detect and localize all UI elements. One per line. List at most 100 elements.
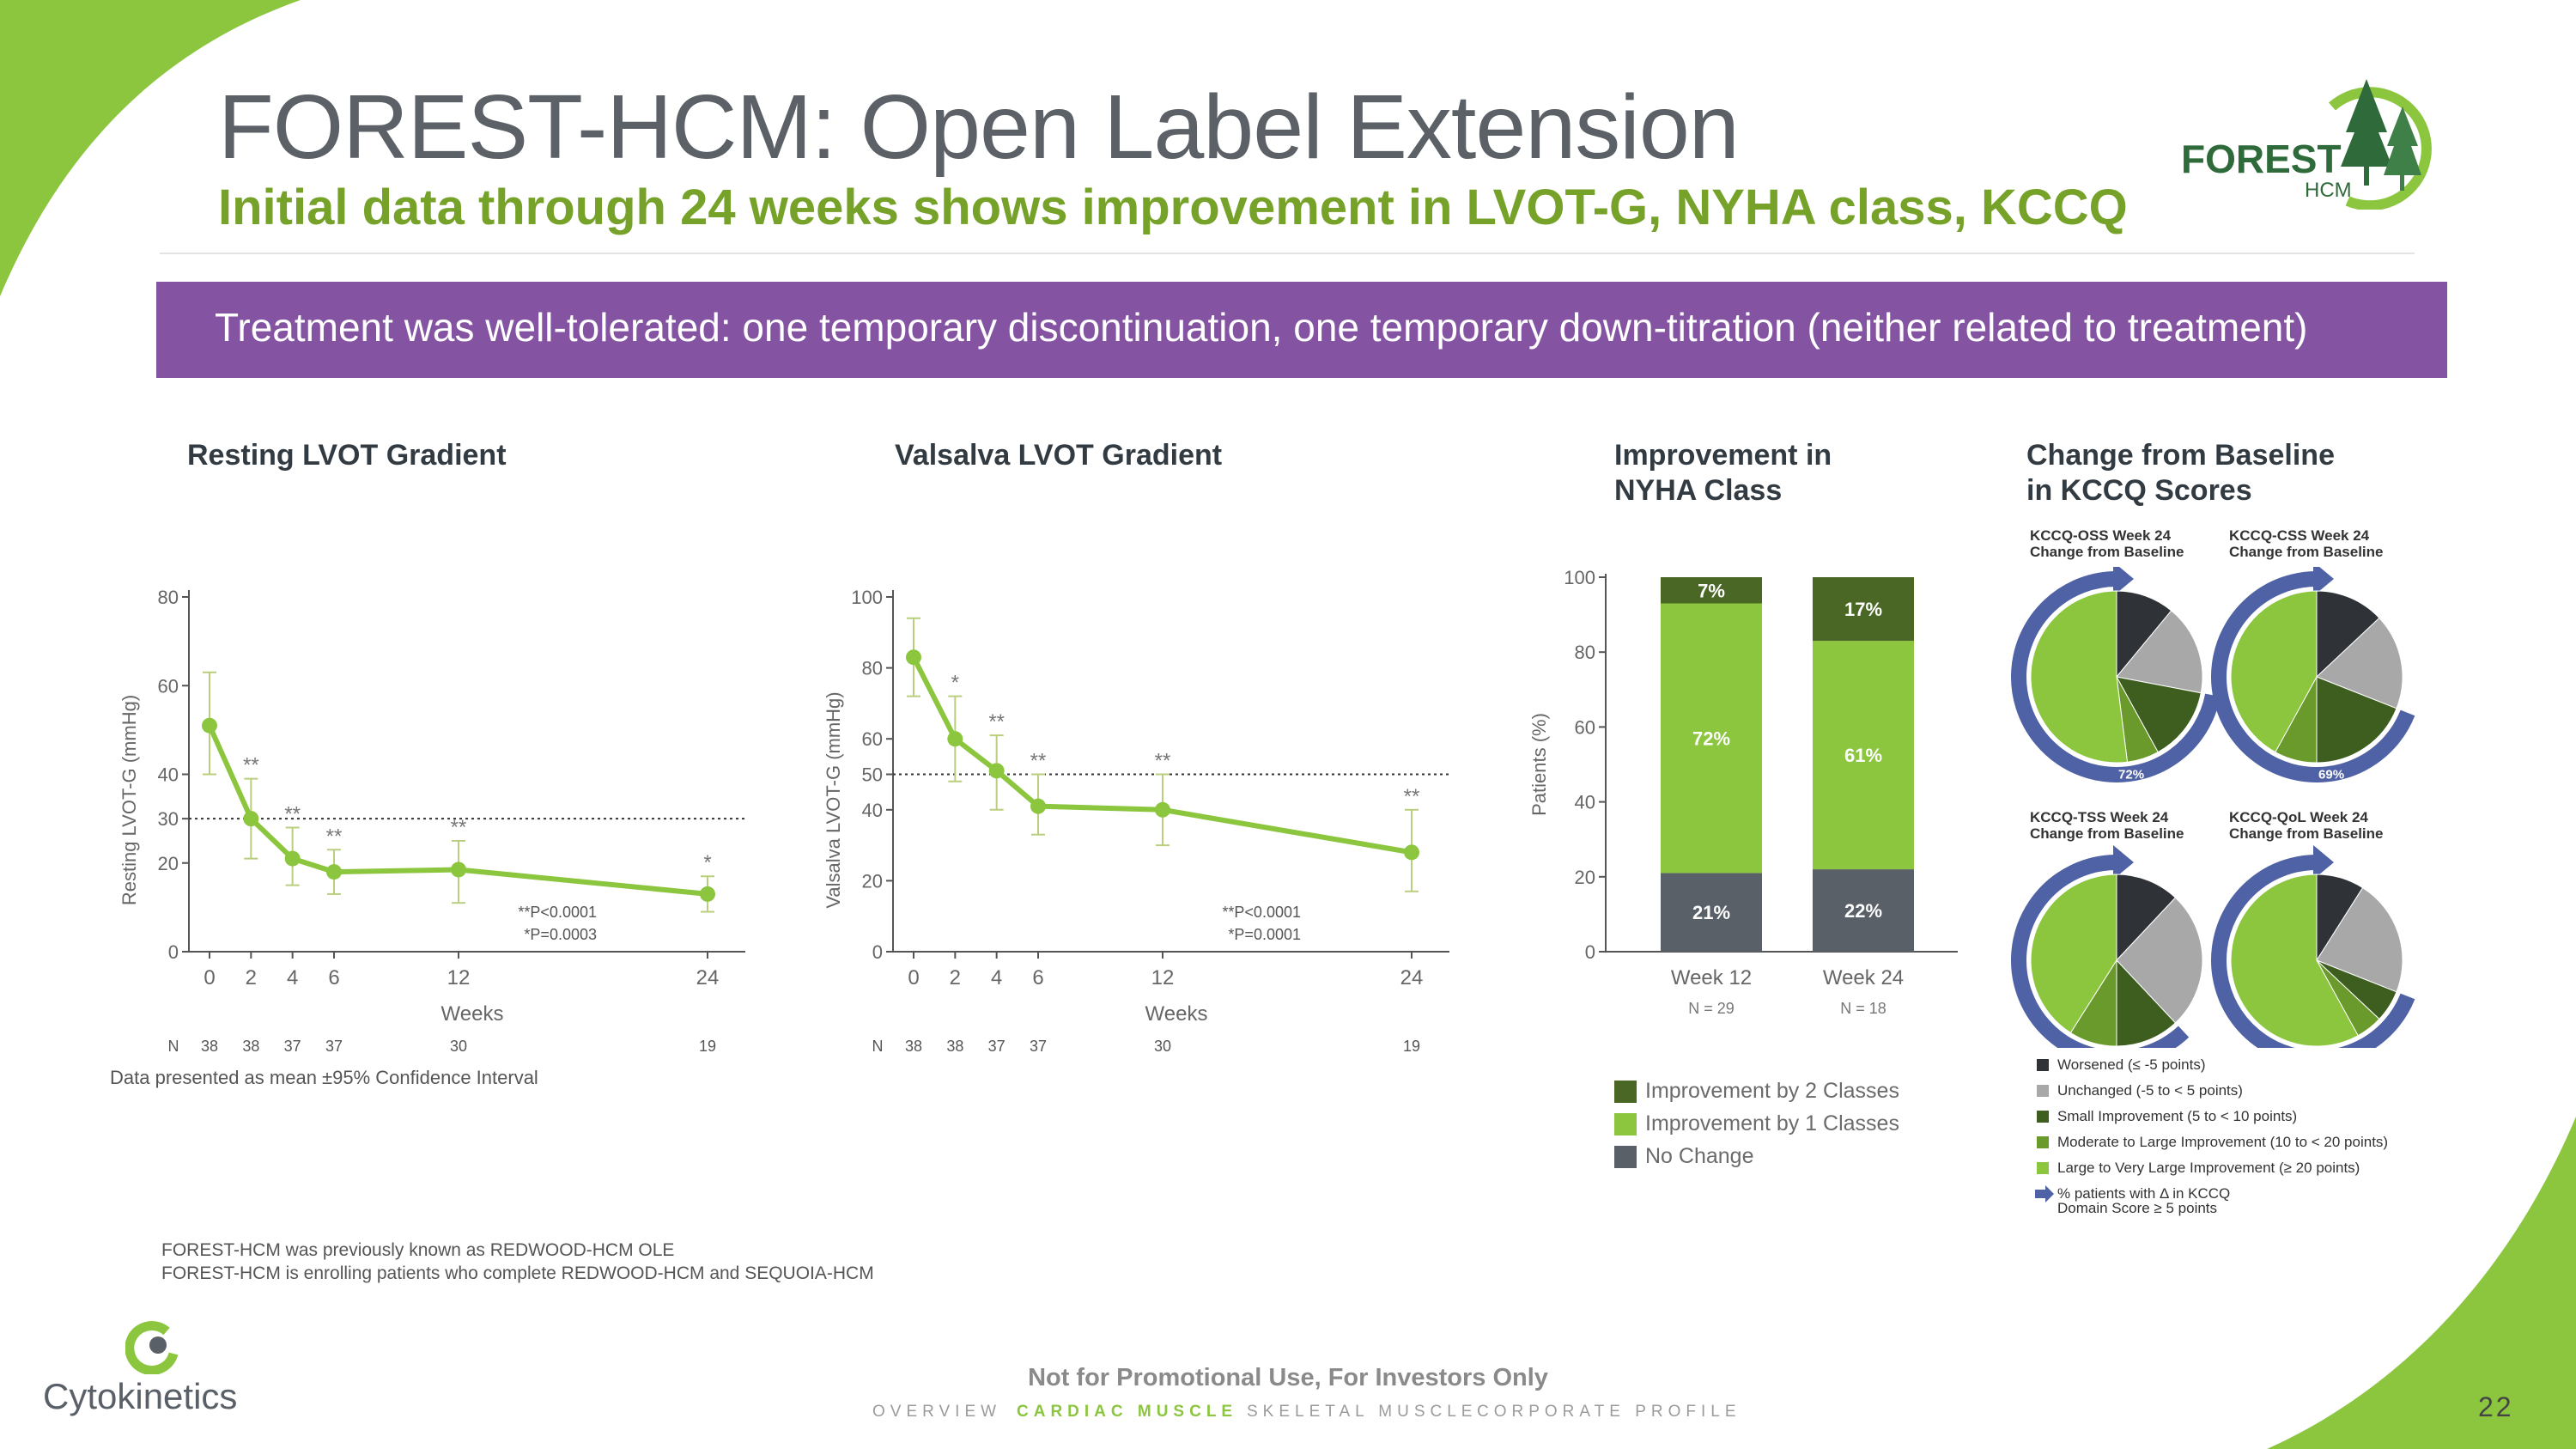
banner-text: Treatment was well-tolerated: one tempor… — [215, 305, 2308, 350]
kccq-pct-label: 72% — [2118, 768, 2144, 782]
n-value: 38 — [905, 1038, 922, 1055]
y-tick-label: 20 — [1575, 867, 1595, 888]
p-note-2: *P=0.0003 — [524, 926, 597, 943]
pie-label-line1: KCCQ-OSS Week 24 — [2030, 527, 2172, 544]
x-tick-label: 0 — [908, 966, 919, 989]
y-tick-label: 80 — [862, 658, 883, 679]
category-label: Week 12 — [1671, 966, 1752, 989]
y-axis-label: Patients (%) — [1528, 713, 1550, 816]
x-axis-label: Weeks — [1145, 1002, 1208, 1026]
footnote-1: FOREST-HCM was previously known as REDWO… — [161, 1240, 675, 1260]
data-point — [906, 649, 921, 666]
significance-label: ** — [1155, 750, 1171, 773]
nyha-title-line1: Improvement in — [1614, 439, 1832, 472]
pie-slice — [2316, 676, 2397, 764]
legend-label: Improvement by 1 Classes — [1645, 1111, 1899, 1135]
bar-value-label: 72% — [1692, 728, 1730, 749]
pie-label-line2: Change from Baseline — [2229, 825, 2384, 842]
significance-label: ** — [1404, 785, 1420, 808]
data-point — [947, 731, 963, 747]
logo-mark-icon — [125, 1321, 179, 1374]
y-tick-label: 0 — [1585, 941, 1595, 963]
nyha-title: Improvement in NYHA Class — [1614, 438, 1832, 508]
legend-label: Moderate to Large Improvement (10 to < 2… — [2057, 1134, 2389, 1150]
pie-slice — [2030, 590, 2129, 764]
n-value: 19 — [699, 1038, 716, 1055]
significance-label: * — [951, 672, 959, 695]
n-label: N = 18 — [1840, 1000, 1886, 1017]
data-point — [243, 811, 259, 827]
pie-slice — [2116, 676, 2202, 753]
nav-corporate-profile[interactable]: CORPORATE PROFILE — [1477, 1403, 1741, 1421]
legend-swatch — [2037, 1111, 2049, 1123]
p-note-2: *P=0.0001 — [1228, 926, 1301, 943]
y-tick-label: 80 — [158, 587, 179, 608]
legend-swatch — [2037, 1162, 2049, 1174]
significance-label: ** — [243, 754, 259, 777]
n-label: N — [168, 1038, 179, 1055]
x-tick-label: 24 — [1400, 966, 1424, 989]
y-axis-label: Resting LVOT-G (mmHg) — [118, 695, 140, 905]
data-point — [326, 864, 342, 880]
n-value: 38 — [201, 1038, 218, 1055]
n-value: 38 — [242, 1038, 259, 1055]
pie-label-line2: Change from Baseline — [2030, 825, 2184, 842]
data-point — [202, 717, 217, 734]
data-point — [451, 861, 466, 878]
logo-word: FOREST — [2181, 137, 2342, 181]
pie-slice — [2116, 874, 2177, 962]
nav-cardiac-muscle[interactable]: CARDIAC MUSCLE — [1017, 1403, 1238, 1421]
legend-label: No Change — [1645, 1144, 1754, 1168]
significance-label: ** — [988, 710, 1005, 734]
y-tick-label: 40 — [862, 800, 883, 821]
legend-label: Large to Very Large Improvement (≥ 20 po… — [2057, 1160, 2360, 1176]
pie-slice — [2030, 874, 2117, 1034]
nav-overview[interactable]: OVERVIEW — [872, 1403, 1002, 1421]
kccq-arrow-ring — [2211, 571, 2415, 782]
nav-skeletal-muscle[interactable]: SKELETAL MUSCLE — [1247, 1403, 1478, 1421]
x-tick-label: 2 — [246, 966, 257, 989]
significance-label: ** — [451, 816, 467, 839]
y-tick-label: 0 — [872, 941, 883, 963]
nyha-title-line2: NYHA Class — [1614, 474, 1783, 507]
y-tick-label: 40 — [1575, 792, 1595, 813]
kccq-arrow-head — [2313, 567, 2334, 596]
forest-hcm-logo: FOREST HCM — [2178, 72, 2435, 211]
kccq-pie-label-4: KCCQ-QoL Week 24 Change from Baseline — [2229, 809, 2384, 842]
y-tick-label: 60 — [1575, 716, 1595, 738]
kccq-pie-label-2: KCCQ-CSS Week 24 Change from Baseline — [2229, 527, 2384, 560]
y-tick-label: 80 — [1575, 642, 1595, 663]
y-tick-label: 0 — [168, 941, 179, 963]
legend-label: Small Improvement (5 to < 10 points) — [2057, 1108, 2298, 1124]
data-point — [1404, 844, 1419, 861]
p-note-1: **P<0.0001 — [518, 904, 597, 921]
kccq-arrow-head — [2313, 845, 2334, 880]
y-tick-label: 60 — [158, 675, 179, 697]
n-value: 37 — [988, 1038, 1005, 1055]
nyha-bar-chart: 0 20 40 60 80 100 Patients (%) 21% 72% 7% Week 12 N… — [1528, 567, 1958, 1017]
bar-segment — [1813, 641, 1914, 870]
n-value: 30 — [1154, 1038, 1171, 1055]
significance-label: ** — [1030, 750, 1047, 773]
legend-swatch — [1614, 1146, 1637, 1168]
data-point — [988, 763, 1005, 779]
n-value: 30 — [450, 1038, 467, 1055]
pie-slice — [2316, 886, 2403, 993]
y-tick-label: 20 — [862, 870, 883, 892]
legend-swatch — [2037, 1085, 2049, 1097]
x-tick-label: 12 — [1151, 966, 1175, 989]
footnote-2: FOREST-HCM is enrolling patients who com… — [161, 1263, 874, 1283]
bar-segment — [1661, 873, 1762, 952]
kccq-pie-charts: 72%69%62%69% — [2011, 567, 2415, 1048]
page-title: FOREST-HCM: Open Label Extension — [218, 76, 1740, 178]
legend-label: Worsened (≤ -5 points) — [2057, 1056, 2206, 1073]
significance-label: ** — [284, 802, 301, 825]
x-tick-label: 2 — [950, 966, 961, 989]
x-tick-label: 6 — [1032, 966, 1043, 989]
kccq-arrow-head — [2113, 845, 2134, 880]
y-tick-label: 40 — [158, 764, 179, 786]
legend-label: Improvement by 2 Classes — [1645, 1079, 1899, 1103]
bar-segment — [1813, 869, 1914, 952]
category-label: Week 24 — [1823, 966, 1904, 989]
